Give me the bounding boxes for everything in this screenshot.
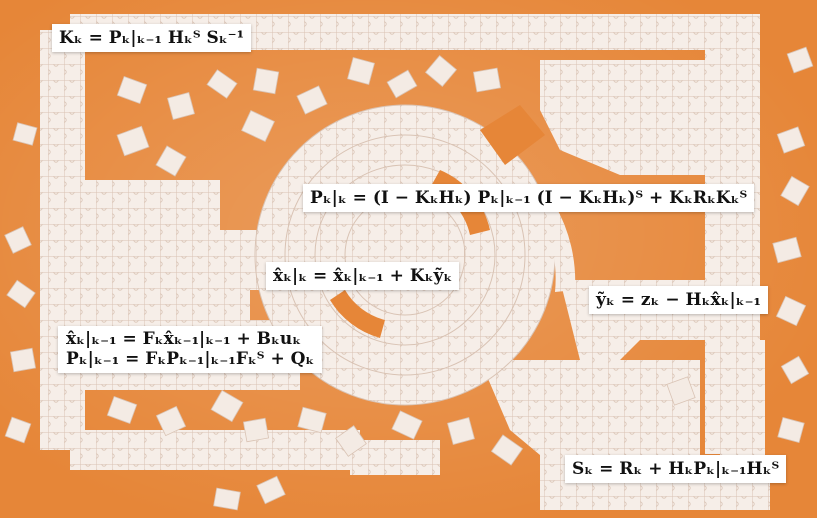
innovation-text: ỹₖ = zₖ − Hₖx̂ₖ|ₖ₋₁ (596, 290, 761, 310)
state-update-equation: x̂ₖ|ₖ = x̂ₖ|ₖ₋₁ + Kₖỹₖ (266, 262, 460, 291)
puzzle-rings (254, 104, 576, 406)
covariance-update-equation: Pₖ|ₖ = (I − KₖHₖ) Pₖ|ₖ₋₁ (I − KₖHₖ)ᵀ + K… (303, 184, 755, 213)
covariance-predict-text: Pₖ|ₖ₋₁ = FₖPₖ₋₁|ₖ₋₁Fₖᵀ + Qₖ (66, 349, 315, 370)
prediction-equations: x̂ₖ|ₖ₋₁ = Fₖx̂ₖ₋₁|ₖ₋₁ + Bₖuₖ Pₖ|ₖ₋₁ = Fₖ… (58, 326, 323, 373)
kalman-gain-equation: Kₖ = Pₖ|ₖ₋₁ Hₖᵀ Sₖ⁻¹ (52, 24, 252, 53)
puzzle-frame (40, 14, 770, 510)
innovation-equation: ỹₖ = zₖ − Hₖx̂ₖ|ₖ₋₁ (589, 286, 768, 315)
loose-pieces (4, 46, 814, 511)
covariance-update-text: Pₖ|ₖ = (I − KₖHₖ) Pₖ|ₖ₋₁ (I − KₖHₖ)ᵀ + K… (310, 188, 748, 208)
state-predict-text: x̂ₖ|ₖ₋₁ = Fₖx̂ₖ₋₁|ₖ₋₁ + Bₖuₖ (66, 329, 302, 349)
kalman-gain-text: Kₖ = Pₖ|ₖ₋₁ Hₖᵀ Sₖ⁻¹ (59, 28, 245, 48)
state-update-text: x̂ₖ|ₖ = x̂ₖ|ₖ₋₁ + Kₖỹₖ (273, 266, 453, 286)
innovation-covariance-text: Sₖ = Rₖ + HₖPₖ|ₖ₋₁Hₖᵀ (572, 459, 780, 479)
innovation-covariance-equation: Sₖ = Rₖ + HₖPₖ|ₖ₋₁Hₖᵀ (565, 455, 787, 484)
